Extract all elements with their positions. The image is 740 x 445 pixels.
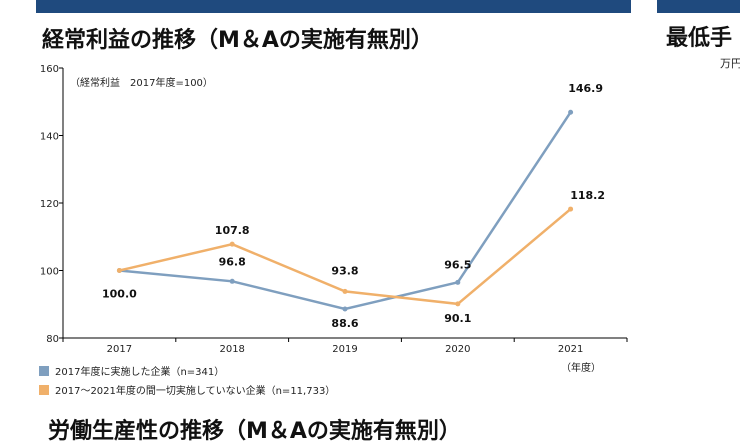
legend-item-ma: 2017年度に実施した企業（n=341） — [39, 363, 224, 378]
legend-swatch — [39, 365, 49, 376]
data-label: 88.6 — [331, 317, 358, 330]
data-label: 146.9 — [568, 82, 603, 95]
chart-title: 経常利益の推移（M＆Aの実施有無別） — [42, 28, 433, 53]
data-label: 90.1 — [444, 312, 471, 325]
legend-item-no-ma: 2017～2021年度の間一切実施していない企業（n=11,733） — [39, 382, 335, 397]
x-tick-label: 2019 — [332, 344, 357, 355]
x-tick-label: 2017 — [107, 344, 132, 355]
y-tick-label: 160 — [40, 64, 59, 75]
next-section-title: 労働生産性の推移（M＆Aの実施有無別） — [48, 419, 461, 444]
right-subtitle: 万円 — [720, 57, 740, 70]
y-tick-label: 80 — [46, 334, 59, 345]
data-point — [342, 288, 348, 294]
x-tick-label: 2021 — [558, 344, 583, 355]
y-tick-label: 100 — [40, 267, 59, 278]
data-point — [116, 268, 122, 273]
right-title: 最低手 — [666, 26, 733, 51]
y-tick-label: 140 — [40, 132, 59, 143]
legend-swatch — [39, 384, 49, 395]
data-label: 107.8 — [215, 224, 250, 237]
series-line — [119, 111, 572, 311]
header-bar-right — [657, 0, 740, 13]
header-bar-left — [36, 0, 631, 13]
data-label: 100.0 — [102, 288, 137, 301]
data-point — [455, 301, 461, 307]
x-tick-label: 2018 — [219, 344, 244, 355]
data-label: 93.8 — [331, 264, 358, 277]
chart-note: （経常利益 2017年度=100） — [70, 78, 213, 89]
data-point — [455, 279, 461, 285]
data-point — [229, 278, 235, 284]
legend-label: 2017～2021年度の間一切実施していない企業（n=11,733） — [55, 386, 336, 397]
data-label: 96.8 — [219, 255, 246, 268]
data-point — [342, 306, 348, 312]
data-point — [568, 206, 574, 212]
data-point — [568, 109, 574, 115]
legend-label: 2017年度に実施した企業（n=341） — [55, 367, 225, 378]
data-label: 118.2 — [570, 189, 605, 202]
x-axis-unit: （年度） — [561, 363, 601, 374]
y-tick-label: 120 — [40, 199, 59, 210]
data-point — [229, 241, 235, 247]
x-tick-label: 2020 — [445, 344, 470, 355]
data-label: 96.5 — [444, 258, 471, 271]
